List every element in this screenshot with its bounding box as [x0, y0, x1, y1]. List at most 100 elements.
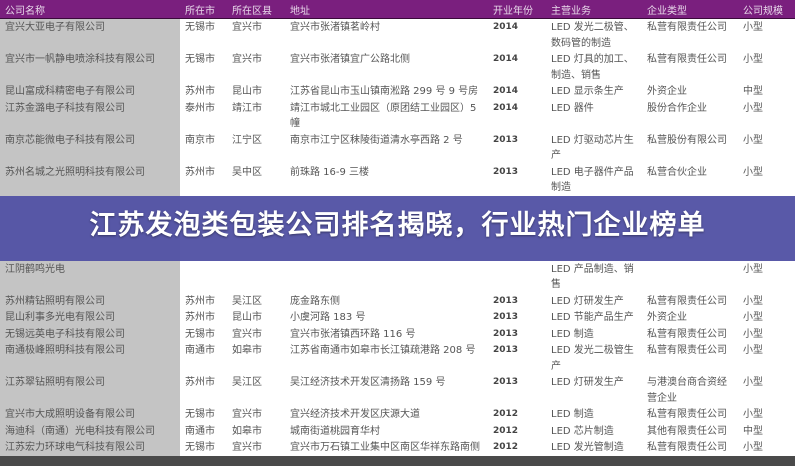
cell-type: 私营有限责任公司 — [647, 22, 727, 33]
bottom-bar — [0, 455, 795, 466]
cell-size: 小型 — [743, 328, 763, 340]
table-row: 苏州精钻照明有限公司 苏州市 吴江区 庞金路东侧 2013 LED 灯研发生产 私营有限责任… — [0, 293, 795, 310]
company-table-image: 公司名称 所在市 所在区县 地址 开业年份 主营业务 企业类型 公司规模 宜兴大亚电子有限公司… — [0, 0, 795, 456]
cell-district: 如皋市 — [232, 425, 262, 437]
cell-business: LED 灯驱动芯片生产 — [551, 134, 634, 162]
table-row: 江苏宏力环球电气科技有限公司 无锡市 宜兴市 宜兴市万石镇工业集中区南区华祥东路南侧 2… — [0, 439, 795, 456]
cell-address: 庞金路东侧 — [290, 295, 340, 307]
cell-business: LED 显示条生产 — [551, 86, 624, 97]
cell-district: 吴中区 — [232, 166, 262, 178]
cell-size: 小型 — [743, 295, 763, 307]
cell-year: 2013 — [493, 377, 519, 387]
cell-address — [285, 261, 488, 293]
cell-name: 昆山富成科精密电子有限公司 — [5, 86, 135, 97]
cell-name: 苏州名城之光照明科技有限公司 — [5, 166, 145, 178]
cell-type: 外资企业 — [647, 86, 687, 97]
cell-year: 2012 — [493, 442, 519, 452]
cell-name: 宜兴大亚电子有限公司 — [5, 22, 105, 33]
cell-address: 宜兴经济技术开发区庆源大道 — [290, 409, 420, 420]
header-district: 所在区县 — [227, 0, 285, 19]
cell-name: 南京芯能微电子科技有限公司 — [5, 134, 135, 146]
cell-district: 宜兴市 — [232, 54, 262, 65]
cell-name: 昆山利事多光电有限公司 — [5, 312, 115, 323]
cell-city — [180, 261, 227, 293]
cell-district: 靖江市 — [232, 102, 262, 114]
table-row: 南京芯能微电子科技有限公司 南京市 江宁区 南京市江宁区秣陵街道清水亭西路 2 号 20… — [0, 132, 795, 164]
cell-district: 宜兴市 — [232, 442, 262, 453]
cell-address: 南京市江宁区秣陵街道清水亭西路 2 号 — [290, 134, 463, 146]
cell-district: 宜兴市 — [232, 22, 262, 33]
cell-business: LED 发光二极管生产 — [551, 345, 634, 372]
cell-name: 宜兴市大成照明设备有限公司 — [5, 409, 135, 420]
cell-year: 2014 — [493, 54, 519, 64]
banner-title: 江苏发泡类包装公司排名揭晓，行业热门企业榜单 — [89, 209, 706, 241]
cell-size: 小型 — [743, 22, 763, 33]
cell-address: 前珠路 16-9 三楼 — [290, 166, 370, 178]
cell-city: 苏州市 — [185, 86, 215, 97]
cell-address: 小虞河路 183 号 — [290, 312, 366, 323]
cell-city: 无锡市 — [185, 54, 215, 65]
cell-year: 2013 — [493, 312, 519, 322]
cell-year: 2014 — [493, 22, 519, 32]
cell-size: 中型 — [743, 86, 763, 97]
cell-address: 江苏省昆山市玉山镇南淞路 299 号 9 号房 — [290, 86, 479, 97]
cell-name: 苏州精钻照明有限公司 — [5, 295, 105, 307]
cell-city: 苏州市 — [185, 166, 215, 178]
cell-district: 宜兴市 — [232, 328, 262, 340]
cell-business: LED 发光管制造 — [551, 442, 624, 453]
header-city: 所在市 — [180, 0, 227, 19]
cell-city: 苏州市 — [185, 312, 215, 323]
cell-year: 2013 — [493, 345, 519, 355]
table-row: 宜兴市大成照明设备有限公司 无锡市 宜兴市 宜兴经济技术开发区庆源大道 2012 LED … — [0, 406, 795, 423]
cell-district: 宜兴市 — [232, 409, 262, 420]
cell-type: 与港澳台商合资经营企业 — [647, 377, 727, 404]
cell-address: 宜兴市万石镇工业集中区南区华祥东路南侧 — [290, 442, 480, 453]
cell-business: LED 灯具的加工、制造、销售 — [551, 54, 634, 81]
cell-size: 小型 — [743, 134, 763, 146]
cell-district: 昆山市 — [232, 312, 262, 323]
header-address: 地址 — [285, 0, 488, 19]
cell-type: 私营有限责任公司 — [647, 409, 727, 420]
cell-year: 2012 — [493, 425, 519, 436]
title-banner: 江苏发泡类包装公司排名揭晓，行业热门企业榜单 — [0, 195, 795, 261]
cell-city: 南京市 — [185, 134, 215, 146]
table-header-row: 公司名称 所在市 所在区县 地址 开业年份 主营业务 企业类型 公司规模 — [0, 0, 795, 19]
cell-business: LED 制造 — [551, 328, 594, 340]
cell-year: 2013 — [493, 134, 519, 145]
cell-city: 无锡市 — [185, 328, 215, 340]
table-row: 海迪科（南通）光电科技有限公司 南通市 如皋市 城南街道桃园育华村 2012 LED 芯片… — [0, 423, 795, 440]
cell-year: 2014 — [493, 102, 519, 113]
cell-district: 吴江区 — [232, 377, 262, 388]
cell-name: 江苏翠钻照明有限公司 — [5, 377, 105, 388]
cell-city: 苏州市 — [185, 295, 215, 307]
cell-business: LED 电子器件产品制造 — [551, 166, 634, 194]
cell-district: 江宁区 — [232, 134, 262, 146]
cell-address: 宜兴市张渚镇宜广公路北侧 — [290, 54, 410, 65]
table-row: 昆山利事多光电有限公司 苏州市 昆山市 小虞河路 183 号 2013 LED 节能产品生… — [0, 309, 795, 326]
header-size: 公司规模 — [738, 0, 795, 19]
cell-business: LED 芯片制造 — [551, 425, 614, 437]
cell-business: LED 产品制造、销售 — [551, 263, 634, 291]
cell-year: 2014 — [493, 86, 519, 96]
cell-type: 私营有限责任公司 — [647, 345, 727, 356]
cell-city: 南通市 — [185, 345, 215, 356]
cell-year: 2013 — [493, 328, 519, 339]
cell-name: 江阴鹤鸣光电 — [5, 263, 65, 275]
table-row: 无锡远英电子科技有限公司 无锡市 宜兴市 宜兴市张渚镇西环路 116 号 2013 LED… — [0, 326, 795, 343]
cell-type: 外资企业 — [647, 312, 687, 323]
table-row: 苏州名城之光照明科技有限公司 苏州市 吴中区 前珠路 16-9 三楼 2013 LED 电… — [0, 164, 795, 196]
cell-district: 昆山市 — [232, 86, 262, 97]
cell-address: 吴江经济技术开发区清扬路 159 号 — [290, 377, 446, 388]
cell-year: 2012 — [493, 409, 519, 419]
cell-type: 私营有限责任公司 — [647, 328, 727, 340]
cell-size: 小型 — [743, 54, 763, 65]
cell-business: LED 灯研发生产 — [551, 377, 624, 388]
table-row: 宜兴市一帆静电喷涂科技有限公司 无锡市 宜兴市 宜兴市张渚镇宜广公路北侧 2014 LED… — [0, 51, 795, 83]
cell-district: 如皋市 — [232, 345, 262, 356]
cell-city: 苏州市 — [185, 377, 215, 388]
cell-year: 2013 — [493, 295, 519, 306]
cell-type: 其他有限责任公司 — [647, 425, 727, 437]
cell-size: 小型 — [743, 263, 763, 275]
cell-district — [227, 261, 285, 293]
table-row: 江苏金潞电子科技有限公司 泰州市 靖江市 靖江市城北工业园区（原团结工业园区）5幢 20… — [0, 100, 795, 132]
